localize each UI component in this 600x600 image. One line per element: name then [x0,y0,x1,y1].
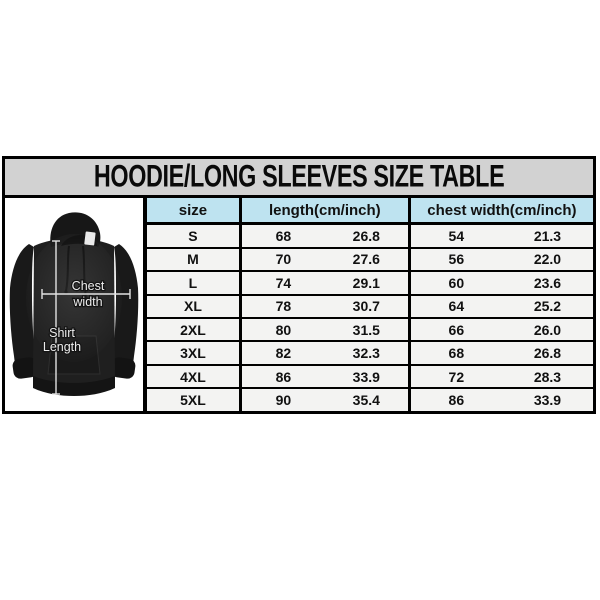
size-cell: XL [147,295,242,317]
length-inch: 32.3 [352,345,380,362]
length-inch: 30.7 [352,298,380,315]
measurement-lines [41,240,131,395]
header-size: size [147,198,242,223]
length-inch: 27.6 [352,251,380,268]
length-inch: 31.5 [352,321,380,338]
table-row-3xl: 3XL 82 32.3 68 26.8 [147,342,593,366]
chest-inch: 28.3 [533,368,562,385]
title-banner: HOODIE/LONG SLEEVES SIZE TABLE [5,159,593,198]
chest-cm: 56 [448,251,465,268]
length-inch: 33.9 [352,368,380,385]
length-inch: 29.1 [352,274,380,291]
hoodie-sheen [26,234,122,362]
chest-inch: 21.3 [533,227,562,244]
chest-inch: 33.9 [533,392,562,409]
chest-cm: 54 [448,227,465,244]
length-inch: 35.4 [352,392,380,409]
shirt-length-label-line1: Shirt [49,326,75,340]
size-cell: S [147,225,242,247]
length-cm: 80 [275,321,292,338]
chest-cm: 66 [448,321,465,338]
chest-inch: 23.6 [533,274,562,291]
panel-content: Chest width Shirt Length size length(cm/… [5,198,593,411]
size-chart-panel: HOODIE/LONG SLEEVES SIZE TABLE [2,156,596,414]
header-length: length(cm/inch) [241,198,411,223]
page-title: HOODIE/LONG SLEEVES SIZE TABLE [93,159,505,194]
size-cell: 5XL [147,389,242,411]
chest-inch: 22.0 [533,251,562,268]
length-cm: 78 [275,298,292,315]
size-cell: M [147,248,242,271]
size-cell: 4XL [147,365,242,388]
table-row-5xl: 5XL 90 35.4 86 33.9 [147,389,593,411]
chest-inch: 26.8 [533,345,562,362]
chest-inch: 25.2 [533,298,562,315]
table-row-2xl: 2XL 80 31.5 66 26.0 [147,319,593,343]
table-row-m: M 70 27.6 56 22.0 [147,248,593,273]
chest-cm: 86 [448,392,465,409]
chest-cm: 60 [448,274,465,291]
chest-width-label-line1: Chest [72,279,105,293]
length-inch: 26.8 [352,227,380,244]
chest-width-label-line2: width [72,295,102,309]
hoodie-image: Chest width Shirt Length [9,212,139,396]
chest-inch: 26.0 [533,321,562,338]
size-cell: 3XL [147,342,242,364]
length-cm: 82 [275,345,292,362]
hoodie-right-cuff [110,357,136,379]
hoodie-figure: Chest width Shirt Length [5,198,147,411]
hoodie-left-cuff [12,357,38,379]
table-row-l: L 74 29.1 60 23.6 [147,272,593,296]
length-cm: 86 [275,368,292,385]
chest-cm: 68 [448,345,465,362]
table-row-4xl: 4XL 86 33.9 72 28.3 [147,365,593,390]
header-chest-width: chest width(cm/inch) [410,198,593,223]
chest-cm: 72 [448,368,465,385]
length-cm: 74 [275,274,292,291]
table-row-s: S 68 26.8 54 21.3 [147,225,593,249]
size-table: size length(cm/inch) chest width(cm/inch… [147,198,593,411]
table-row-xl: XL 78 30.7 64 25.2 [147,295,593,319]
length-cm: 68 [275,227,292,244]
length-cm: 90 [275,392,292,409]
shirt-length-label-line2: Length [43,340,81,354]
hoodie-hem [33,376,115,396]
length-cm: 70 [275,251,292,268]
table-header-row: size length(cm/inch) chest width(cm/inch… [147,198,593,226]
size-cell: 2XL [147,319,242,341]
size-cell: L [147,272,242,294]
chest-cm: 64 [448,298,465,315]
